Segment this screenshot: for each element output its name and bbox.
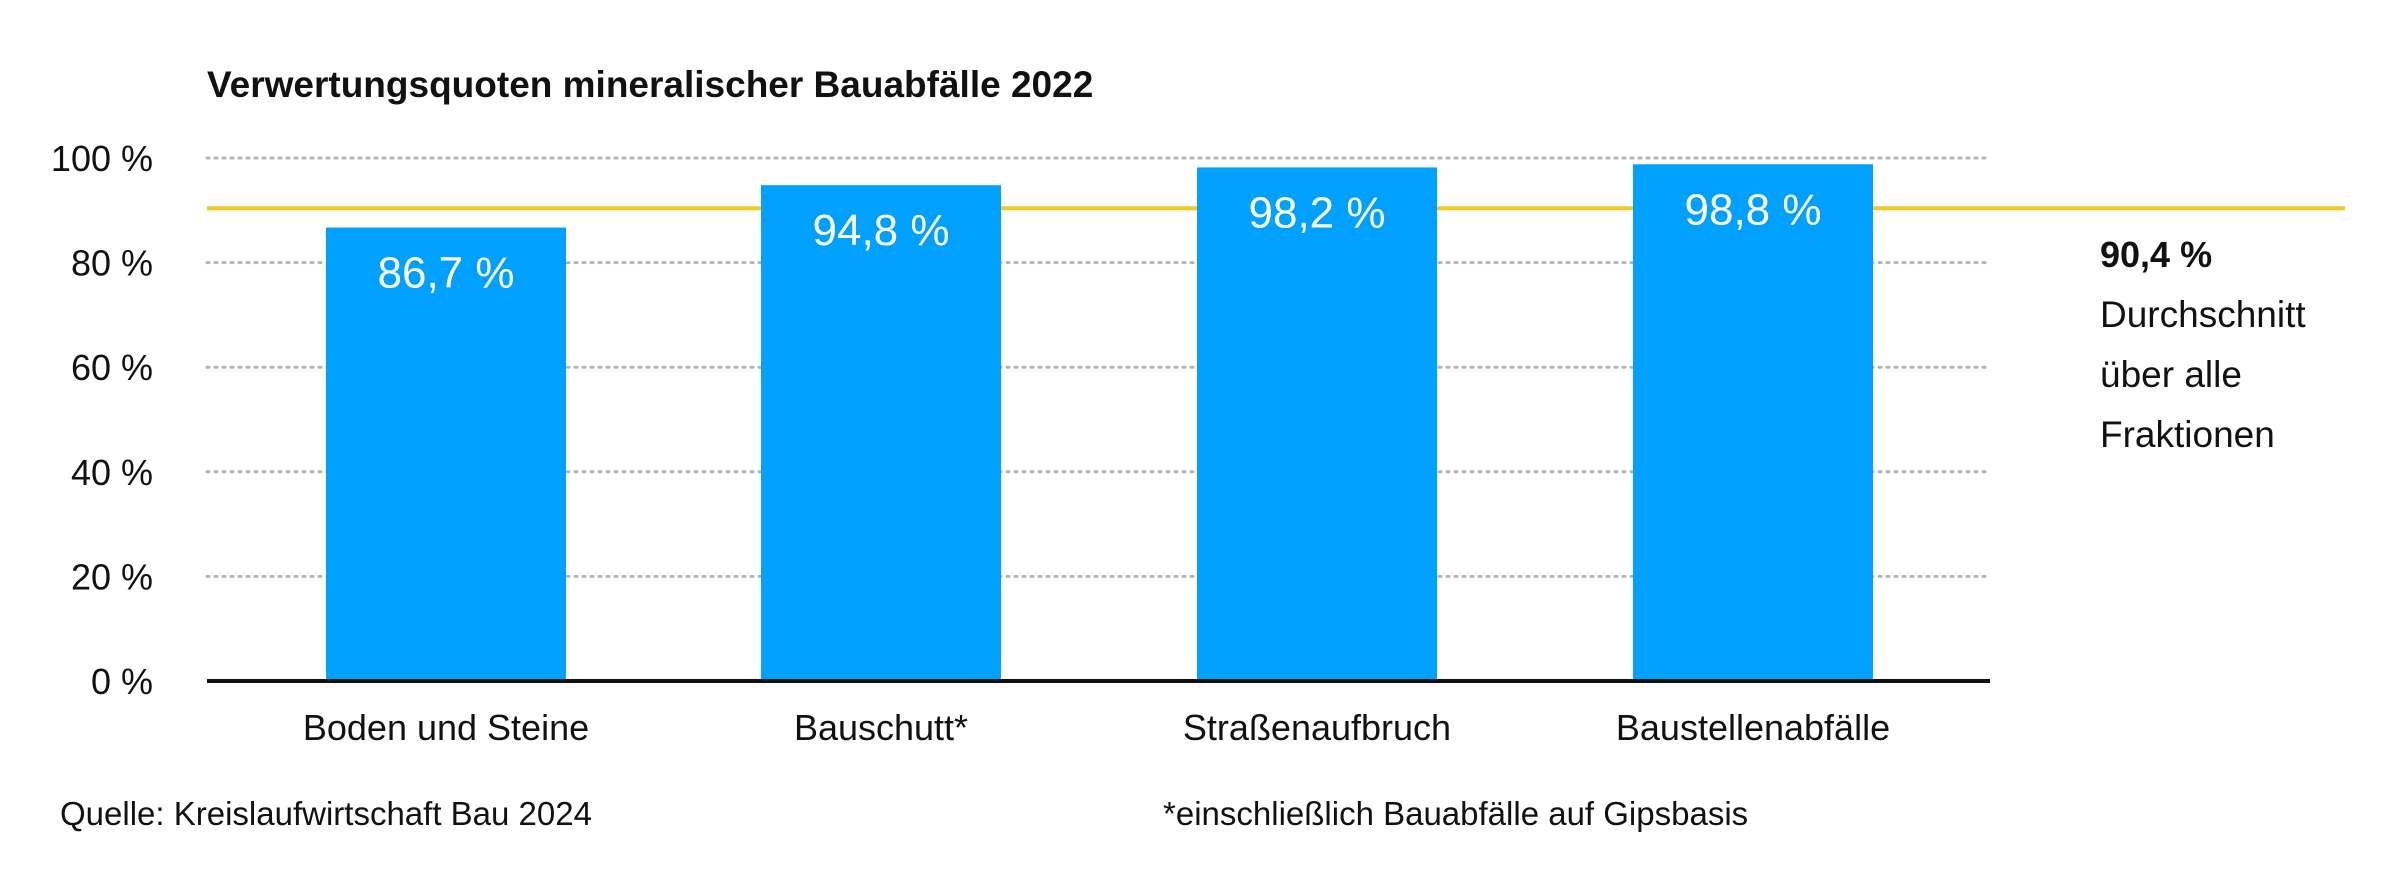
- chart-title: Verwertungsquoten mineralischer Bauabfäl…: [207, 64, 1093, 105]
- bar: [1633, 164, 1873, 681]
- category-label: Straßenaufbruch: [1183, 707, 1451, 748]
- bar-value-label: 94,8 %: [813, 206, 950, 255]
- y-tick-label: 20 %: [71, 556, 153, 597]
- category-label: Boden und Steine: [303, 707, 589, 748]
- source-note: Quelle: Kreislaufwirtschaft Bau 2024: [60, 795, 592, 832]
- y-tick-label: 80 %: [71, 243, 153, 284]
- average-value-label: 90,4 %: [2100, 234, 2212, 275]
- bar-value-label: 98,2 %: [1249, 188, 1386, 237]
- bar-value-label: 86,7 %: [378, 249, 515, 298]
- average-description-line: Durchschnitt: [2100, 294, 2306, 335]
- axes: 0 % 20 % 40 % 60 % 80 % 100 % Boden und Steine…: [51, 138, 1990, 748]
- average-description-line: Fraktionen: [2100, 414, 2275, 455]
- y-tick-label: 60 %: [71, 347, 153, 388]
- bar: [761, 185, 1001, 682]
- y-tick-label: 0 %: [91, 661, 153, 702]
- bar: [326, 227, 566, 681]
- bars: 86,7 % 94,8 % 98,2 % 98,8 %: [326, 164, 1873, 682]
- average-description-line: über alle: [2100, 354, 2242, 395]
- category-label: Bauschutt*: [794, 707, 968, 748]
- footnote: *einschließlich Bauabfälle auf Gipsbasis: [1163, 795, 1748, 832]
- reference-line-group: 90,4 % Durchschnitt über alle Fraktionen: [207, 206, 2345, 455]
- bar-value-label: 98,8 %: [1685, 185, 1822, 234]
- y-tick-label: 40 %: [71, 452, 153, 493]
- bar: [1197, 167, 1437, 681]
- y-tick-label: 100 %: [51, 138, 153, 179]
- category-label: Baustellenabfälle: [1616, 707, 1890, 748]
